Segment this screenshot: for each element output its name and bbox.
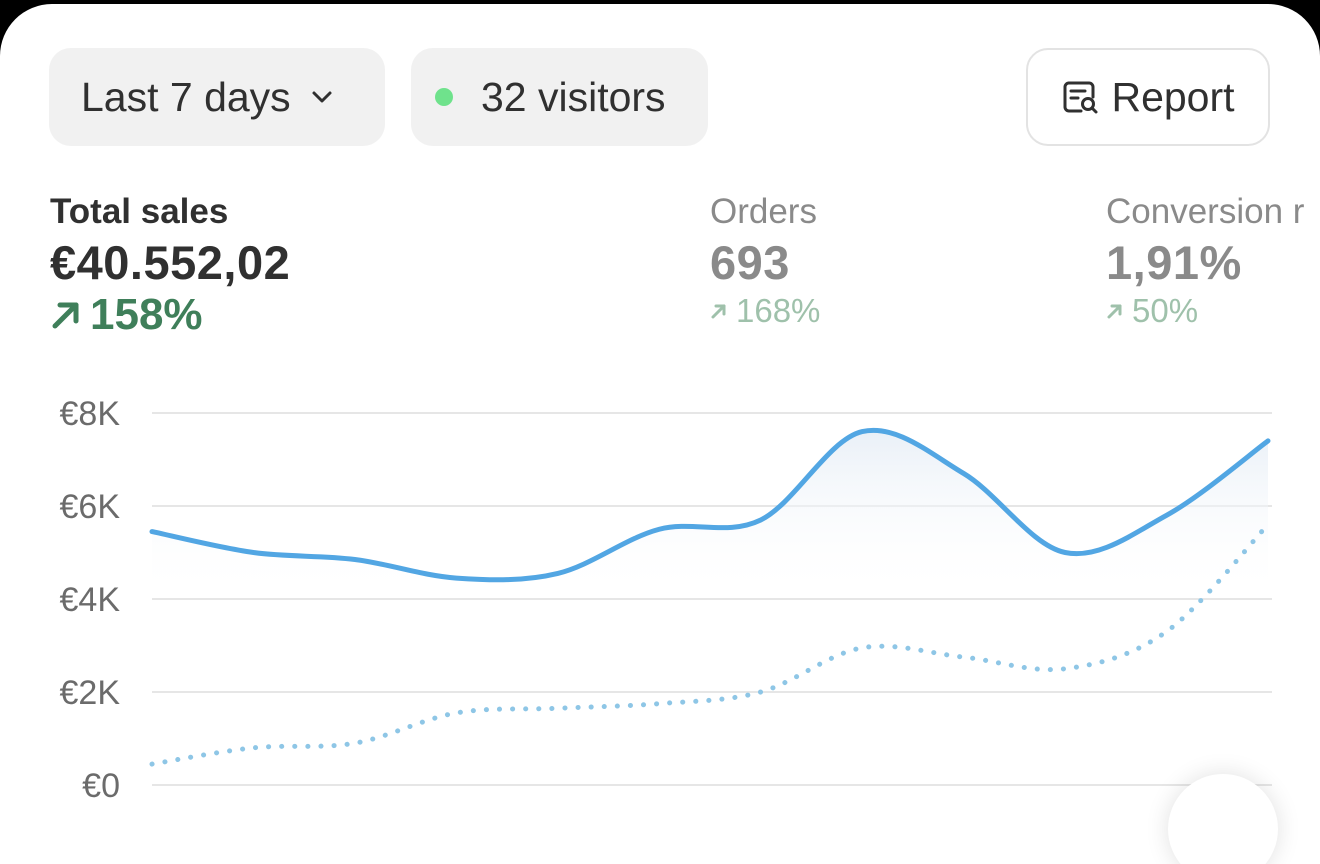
orders-change: 168%	[710, 288, 820, 334]
report-icon	[1063, 81, 1098, 114]
analytics-card: Last 7 days 32 visitors Report Total sal…	[0, 4, 1320, 864]
y-tick-label: €2K	[60, 674, 121, 712]
chevron-down-icon	[312, 91, 332, 103]
total-sales-value: €40.552,02	[50, 236, 291, 289]
metric-orders[interactable]: Orders 693 168%	[710, 190, 820, 334]
y-tick-label: €0	[82, 767, 120, 805]
primary-series-line	[149, 427, 1271, 583]
live-dot-icon	[435, 88, 453, 106]
conversion-change-value: 50%	[1132, 292, 1199, 329]
date-range-selector[interactable]: Last 7 days	[49, 48, 385, 146]
sales-line-chart[interactable]: €0 €2K €4K €6K €8K	[0, 4, 1320, 816]
metric-total-sales[interactable]: Total sales €40.552,02 158%	[50, 190, 290, 338]
y-tick-label: €8K	[60, 395, 121, 433]
arrow-up-right-icon	[52, 302, 79, 329]
total-sales-change: 158%	[50, 292, 290, 338]
orders-label: Orders	[710, 192, 817, 231]
y-tick-label: €6K	[60, 488, 121, 526]
conversion-value: 1,91%	[1106, 236, 1242, 289]
arrow-up-right-icon	[711, 304, 726, 319]
arrow-up-right-icon	[1107, 304, 1122, 319]
conversion-change: 50%	[1106, 288, 1304, 334]
report-label: Report	[1111, 73, 1235, 120]
total-sales-change-value: 158%	[90, 290, 203, 339]
date-range-label: Last 7 days	[81, 73, 291, 120]
orders-value: 693	[710, 236, 790, 289]
primary-series-area	[152, 430, 1268, 599]
visitors-count: 32 visitors	[481, 73, 666, 120]
conversion-label: Conversion r	[1106, 192, 1305, 231]
y-tick-label: €4K	[60, 581, 121, 619]
live-visitors-badge[interactable]: 32 visitors	[411, 48, 708, 146]
orders-change-value: 168%	[736, 292, 821, 329]
total-sales-label: Total sales	[50, 192, 229, 231]
metric-conversion[interactable]: Conversion r 1,91% 50%	[1106, 190, 1304, 334]
comparison-series-line	[149, 522, 1271, 767]
report-button[interactable]: Report	[1026, 48, 1270, 146]
